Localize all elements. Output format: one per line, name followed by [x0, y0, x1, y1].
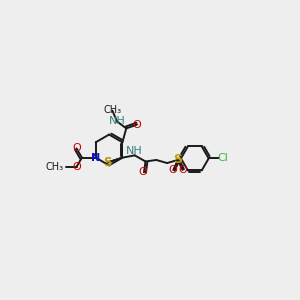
Text: CH₃: CH₃ — [45, 162, 63, 172]
Text: O: O — [178, 165, 187, 175]
Text: O: O — [133, 119, 141, 130]
Text: O: O — [72, 162, 81, 172]
Text: O: O — [72, 143, 81, 153]
Text: O: O — [169, 165, 178, 175]
Text: N: N — [91, 153, 101, 163]
Text: S: S — [173, 154, 182, 166]
Text: Cl: Cl — [217, 153, 228, 164]
Text: O: O — [139, 167, 148, 177]
Text: NH: NH — [126, 146, 143, 157]
Text: NH: NH — [109, 116, 125, 127]
Text: S: S — [103, 156, 112, 169]
Text: CH₃: CH₃ — [103, 105, 122, 115]
